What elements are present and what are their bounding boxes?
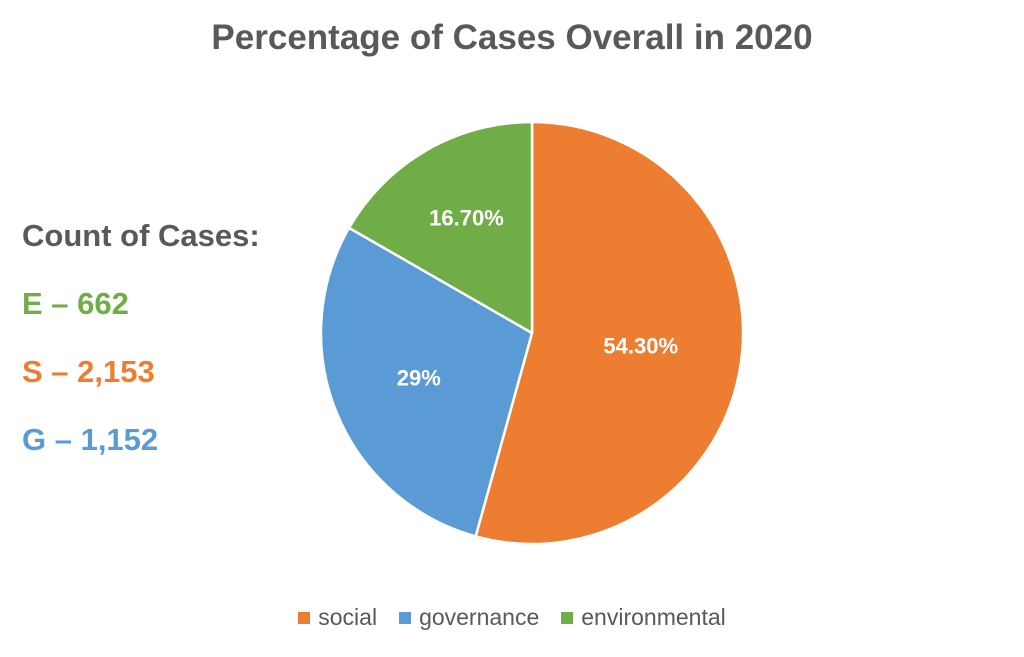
data-label-social: 54.30%: [603, 334, 678, 359]
legend-item-social: social: [298, 604, 377, 631]
legend-label-social: social: [318, 604, 378, 630]
legend-swatch-environmental: [561, 611, 574, 624]
legend-label-governance: governance: [419, 604, 540, 630]
pie-slice-governance: [319, 226, 534, 538]
legend-item-governance: governance: [399, 604, 539, 631]
pie-slice-environmental: [347, 120, 534, 335]
legend-item-environmental: environmental: [561, 604, 726, 631]
pie-slice-social: [474, 120, 745, 546]
legend-label-environmental: environmental: [581, 604, 726, 630]
data-label-governance: 29%: [397, 365, 441, 390]
count-of-cases-panel: Count of Cases: E – 662 S – 2,153 G – 1,…: [22, 220, 260, 492]
count-governance: G – 1,152: [22, 422, 159, 457]
count-social: S – 2,153: [22, 354, 155, 389]
data-label-environmental: 16.70%: [429, 206, 504, 231]
count-environmental: E – 662: [22, 286, 129, 321]
legend: social governance environmental: [0, 604, 1024, 631]
count-heading: Count of Cases:: [22, 218, 260, 253]
pie-slices: [319, 120, 745, 546]
legend-swatch-governance: [399, 611, 412, 624]
chart-title: Percentage of Cases Overall in 2020: [211, 18, 813, 57]
pie-slice-labels: 54.30% 29% 16.70%: [397, 206, 678, 391]
legend-swatch-social: [298, 611, 311, 624]
